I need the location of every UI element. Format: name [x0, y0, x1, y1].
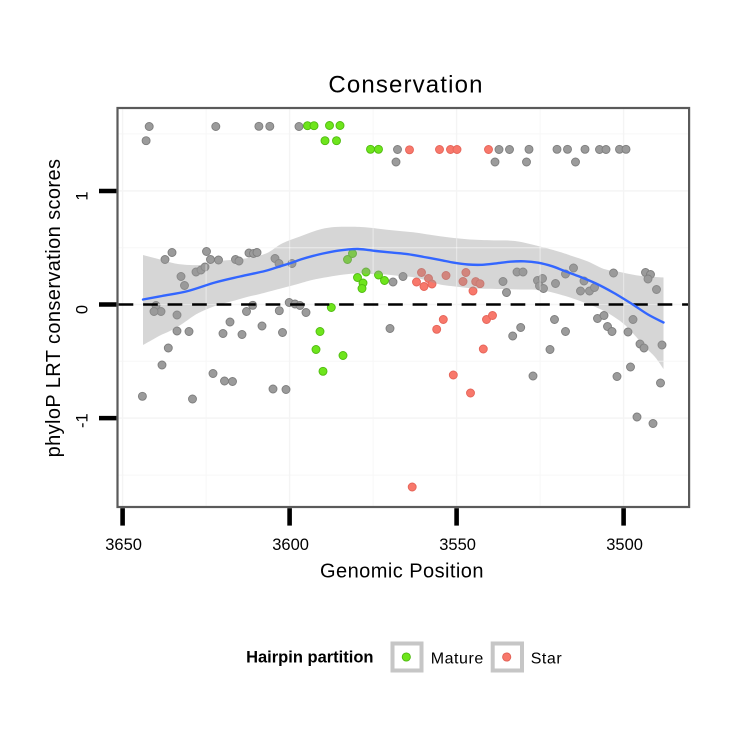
svg-text:3550: 3550	[439, 536, 476, 554]
svg-text:Mature: Mature	[431, 650, 484, 667]
svg-text:Conservation: Conservation	[328, 72, 483, 99]
svg-text:phyloP LRT conservation scores: phyloP LRT conservation scores	[43, 159, 65, 458]
svg-text:Genomic Position: Genomic Position	[320, 561, 484, 583]
svg-text:Hairpin partition: Hairpin partition	[246, 649, 373, 667]
svg-text:0: 0	[74, 305, 92, 314]
svg-text:3500: 3500	[606, 536, 643, 554]
svg-text:3650: 3650	[105, 536, 142, 554]
svg-text:Star: Star	[531, 650, 563, 667]
svg-text:3600: 3600	[272, 536, 309, 554]
svg-text:-1: -1	[74, 413, 92, 428]
svg-text:1: 1	[74, 191, 92, 200]
